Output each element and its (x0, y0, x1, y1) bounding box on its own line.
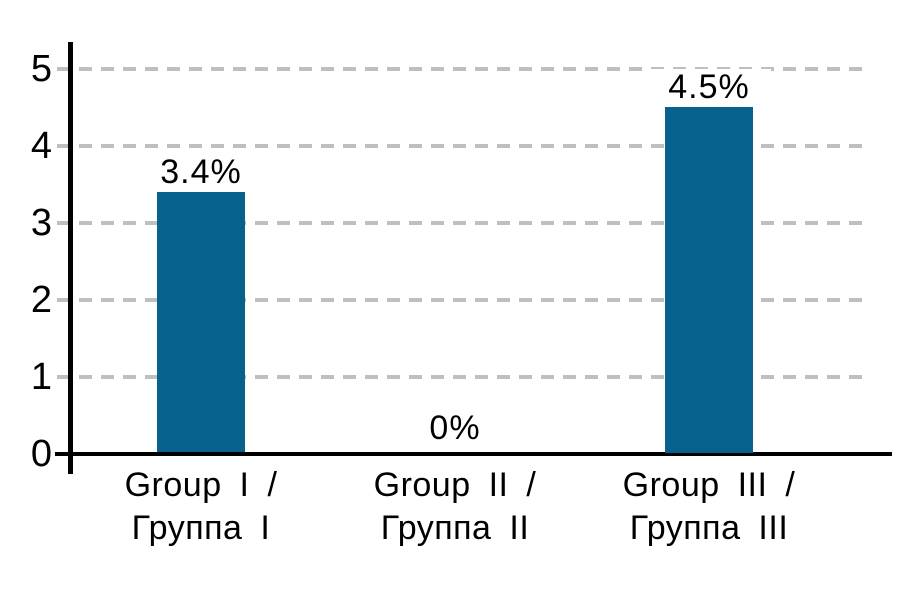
y-tick-label: 5 (30, 47, 52, 90)
gridline (57, 66, 868, 71)
x-axis-line (55, 451, 892, 456)
bar-value-label: 4.5% (647, 69, 771, 105)
y-tick-label: 1 (30, 355, 52, 398)
gridline (57, 143, 868, 148)
y-tick-label: 3 (30, 201, 52, 244)
bar-value-label: 0% (393, 409, 517, 446)
bar-value-label: 3.4% (139, 153, 263, 190)
y-tick-label: 0 (30, 432, 52, 475)
y-tick-label: 2 (30, 278, 52, 321)
y-tick-label: 4 (30, 124, 52, 167)
x-category-label: Group III / Группа III (622, 466, 796, 547)
bar (665, 107, 753, 453)
gridline (57, 374, 868, 379)
bar (157, 191, 245, 453)
gridline (57, 297, 868, 302)
y-axis-line (68, 42, 73, 474)
gridline (57, 220, 868, 225)
x-category-label: Group II / Группа II (373, 466, 537, 547)
x-category-label: Group I / Группа I (124, 466, 278, 547)
